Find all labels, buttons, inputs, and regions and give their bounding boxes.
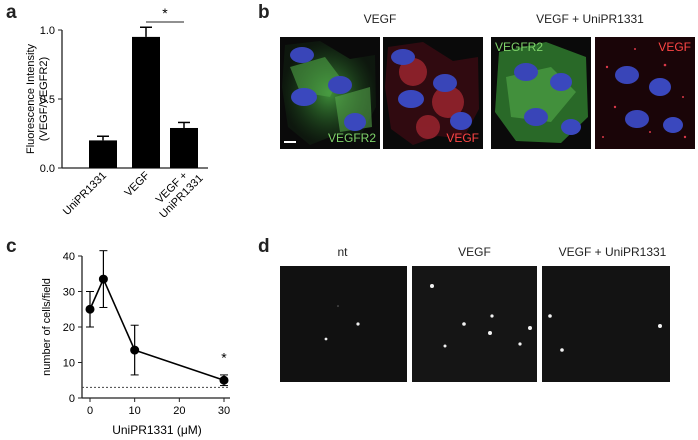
micrograph-vegf-vegfr2: VEGFR2: [280, 37, 380, 149]
x-tick-label: VEGF +UniPR1331: [148, 163, 205, 220]
panel-d-title-vegf-unipr: VEGF + UniPR1331: [558, 245, 667, 259]
bar: [132, 36, 160, 169]
y-tick-label: 30: [63, 287, 75, 299]
micrograph-vegf-d: [412, 266, 537, 382]
y-axis-label: number of cells/field: [41, 278, 53, 376]
line-chart: 0 10 20 30 40 0 10 20 30 * UniPR1331 (μM) number of…: [41, 250, 230, 437]
micrograph-vegf-unipr-d: [542, 266, 670, 382]
panel-b-col-title-vegf: VEGF: [363, 12, 397, 26]
x-axis-label: UniPR1331 (μM): [112, 423, 202, 437]
label-vegfr2-2: VEGFR2: [495, 40, 544, 54]
micrograph-nt: [280, 266, 407, 382]
y-tick-label: 0: [69, 393, 75, 405]
panel-d-title-vegf: VEGF: [458, 245, 491, 259]
panel-letter-c: c: [6, 236, 17, 257]
micrograph-vegf-unipr-vegf: VEGF: [595, 37, 695, 149]
micrograph-vegf-vegf: VEGF: [383, 37, 483, 149]
bar: [170, 127, 198, 168]
y-tick-label: 0.0: [40, 163, 55, 175]
data-point: [85, 304, 95, 314]
y-tick-label: 20: [63, 322, 75, 334]
bar-chart: 0.0 0.5 1.0 UniPR1331 VEGF VEGF +UniPR1331 * Fl…: [25, 5, 208, 221]
x-tick-label: VEGF: [122, 169, 152, 199]
y-tick-label: 10: [63, 358, 75, 370]
label-vegf: VEGF: [446, 131, 479, 145]
x-tick-label: UniPR1331: [61, 170, 109, 218]
y-tick-label: 1.0: [40, 25, 55, 37]
panel-d-title-nt: nt: [337, 245, 348, 259]
data-point: [130, 345, 140, 355]
series-line: [89, 277, 225, 382]
scale-bar: [284, 141, 296, 143]
panel-letter-a: a: [6, 2, 17, 23]
label-vegfr2: VEGFR2: [327, 131, 376, 145]
significance-star: *: [162, 5, 168, 21]
panel-letter-b: b: [258, 2, 270, 23]
y-axis-label: Fluorescence Intensity(VEGF/VEGFR2): [25, 43, 50, 154]
panel-b-col-title-vegf-unipr: VEGF + UniPR1331: [536, 12, 644, 26]
label-vegf-2: VEGF: [658, 40, 691, 54]
x-tick-label: 20: [173, 405, 185, 417]
data-point: [98, 274, 108, 284]
x-tick-label: 30: [218, 405, 230, 417]
x-tick-label: 0: [87, 405, 93, 417]
y-tick-label: 0.5: [40, 94, 55, 106]
panel-letter-d: d: [258, 236, 270, 257]
bar: [89, 140, 117, 168]
y-tick-label: 40: [63, 251, 75, 263]
significance-star: *: [221, 350, 227, 366]
micrograph-vegf-unipr-vegfr2: VEGFR2: [491, 37, 591, 149]
data-point: [219, 375, 229, 385]
x-tick-label: 10: [129, 405, 141, 417]
